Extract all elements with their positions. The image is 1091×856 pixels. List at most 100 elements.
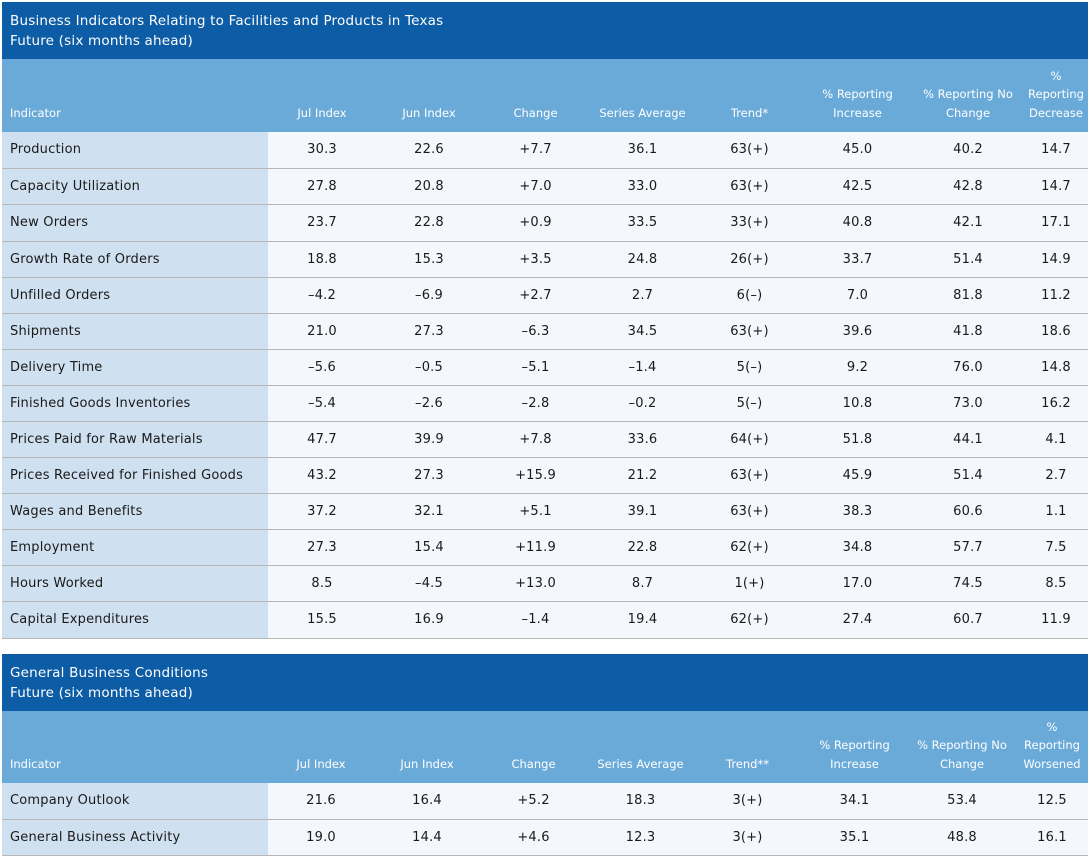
table-cell: 14.4 — [374, 819, 480, 856]
table-cell: 27.4 — [803, 601, 912, 639]
table-cell: –1.4 — [482, 601, 589, 639]
indicator-label: Hours Worked — [2, 565, 268, 602]
facilities-header-cell: Indicator — [2, 59, 268, 132]
table-cell: 53.4 — [908, 783, 1016, 820]
table-row: Growth Rate of Orders 18.8 15.3 +3.5 24.8 26(… — [2, 241, 1088, 278]
table-row: Capacity Utilization 27.8 20.8 +7.0 33.0 63(+… — [2, 168, 1088, 205]
table-row: Capital Expenditures 15.5 16.9 –1.4 19.4 62(+… — [2, 601, 1088, 639]
indicator-label: Capital Expenditures — [2, 601, 268, 639]
general-title: General Business Conditions — [10, 665, 209, 681]
table-cell: +3.5 — [482, 241, 589, 278]
general-header-cell: Jun Index — [374, 711, 480, 783]
table-cell: –2.8 — [482, 385, 589, 422]
table-cell: 16.4 — [374, 783, 480, 820]
table-cell: 18.6 — [1024, 313, 1088, 350]
table-cell: 22.8 — [376, 204, 482, 242]
indicator-label: Capacity Utilization — [2, 168, 268, 205]
table-cell: 34.1 — [801, 783, 908, 820]
indicator-label: Delivery Time — [2, 349, 268, 386]
table-cell: +7.0 — [482, 168, 589, 205]
facilities-header: Indicator Jul Index Jun Index Change Series … — [2, 59, 1088, 132]
table-cell: 27.8 — [268, 168, 376, 205]
table-cell: 12.5 — [1016, 783, 1088, 820]
table-cell: –2.6 — [376, 385, 482, 422]
table-cell: 14.7 — [1024, 132, 1088, 169]
table-row: Wages and Benefits 37.2 32.1 +5.1 39.1 63(+) 3… — [2, 493, 1088, 530]
table-cell: 22.8 — [589, 529, 696, 566]
table-cell: 39.1 — [589, 493, 696, 530]
table-cell: 34.8 — [803, 529, 912, 566]
facilities-header-cell: % Reporting Increase — [803, 59, 912, 132]
facilities-header-cell: Jul Index — [268, 59, 376, 132]
table-cell: 41.8 — [912, 313, 1024, 350]
table-cell: 51.4 — [912, 457, 1024, 494]
table-row: Finished Goods Inventories –5.4 –2.6 –2.8 –0… — [2, 385, 1088, 422]
table-cell: +5.2 — [480, 783, 587, 820]
table-cell: 21.0 — [268, 313, 376, 350]
table-cell: 4.1 — [1024, 421, 1088, 458]
table-cell: 42.8 — [912, 168, 1024, 205]
table-cell: 1(+) — [696, 565, 803, 602]
table-cell: 30.3 — [268, 132, 376, 169]
table-cell: 33.5 — [589, 204, 696, 242]
table-cell: +15.9 — [482, 457, 589, 494]
table-cell: 45.9 — [803, 457, 912, 494]
table-cell: –6.3 — [482, 313, 589, 350]
general-header-cell: Jul Index — [268, 711, 374, 783]
table-row: Hours Worked 8.5 –4.5 +13.0 8.7 1(+) 17.0 74.5 8… — [2, 565, 1088, 602]
table-cell: –0.5 — [376, 349, 482, 386]
table-cell: –1.4 — [589, 349, 696, 386]
general-subtitle: Future (six months ahead) — [10, 685, 193, 701]
table-cell: +13.0 — [482, 565, 589, 602]
table-cell: +7.8 — [482, 421, 589, 458]
table-row: General Business Activity 19.0 14.4 +4.6 12.… — [2, 819, 1088, 856]
facilities-title-bar: Business Indicators Relating to Faciliti… — [2, 2, 1088, 59]
table-cell: 2.7 — [589, 277, 696, 314]
general-header: Indicator Jul Index Jun Index Change Series … — [2, 711, 1088, 783]
table-cell: 18.3 — [587, 783, 694, 820]
table-cell: 39.9 — [376, 421, 482, 458]
table-cell: 14.7 — [1024, 168, 1088, 205]
general-table-block: General Business Conditions Future (six … — [2, 654, 1088, 856]
table-cell: 74.5 — [912, 565, 1024, 602]
indicator-label: Shipments — [2, 313, 268, 350]
facilities-table-block: Business Indicators Relating to Faciliti… — [2, 2, 1088, 639]
indicator-label: Prices Paid for Raw Materials — [2, 421, 268, 458]
table-cell: 23.7 — [268, 204, 376, 242]
general-header-cell: % Reporting Increase — [801, 711, 908, 783]
table-cell: 26(+) — [696, 241, 803, 278]
facilities-header-cell: % Reporting No Change — [912, 59, 1024, 132]
table-cell: 14.8 — [1024, 349, 1088, 386]
indicator-label: Prices Received for Finished Goods — [2, 457, 268, 494]
table-cell: 63(+) — [696, 132, 803, 169]
table-cell: 2.7 — [1024, 457, 1088, 494]
table-cell: 76.0 — [912, 349, 1024, 386]
indicator-label: Company Outlook — [2, 783, 268, 820]
table-cell: 33.0 — [589, 168, 696, 205]
table-cell: 12.3 — [587, 819, 694, 856]
table-cell: 62(+) — [696, 601, 803, 639]
table-cell: 7.5 — [1024, 529, 1088, 566]
table-cell: –0.2 — [589, 385, 696, 422]
table-cell: 42.5 — [803, 168, 912, 205]
table-cell: 11.2 — [1024, 277, 1088, 314]
table-cell: 48.8 — [908, 819, 1016, 856]
table-cell: 57.7 — [912, 529, 1024, 566]
table-cell: 15.5 — [268, 601, 376, 639]
table-cell: 63(+) — [696, 493, 803, 530]
general-title-bar: General Business Conditions Future (six … — [2, 654, 1088, 711]
table-cell: 27.3 — [268, 529, 376, 566]
table-row: Prices Paid for Raw Materials 47.7 39.9 +7.… — [2, 421, 1088, 458]
table-cell: 38.3 — [803, 493, 912, 530]
table-cell: 81.8 — [912, 277, 1024, 314]
table-cell: 33.7 — [803, 241, 912, 278]
table-cell: 63(+) — [696, 168, 803, 205]
table-cell: 42.1 — [912, 204, 1024, 242]
table-cell: 16.1 — [1016, 819, 1088, 856]
general-header-cell: Series Average — [587, 711, 694, 783]
table-cell: 16.9 — [376, 601, 482, 639]
table-cell: 34.5 — [589, 313, 696, 350]
indicator-label: General Business Activity — [2, 819, 268, 856]
table-cell: –4.5 — [376, 565, 482, 602]
table-cell: –6.9 — [376, 277, 482, 314]
